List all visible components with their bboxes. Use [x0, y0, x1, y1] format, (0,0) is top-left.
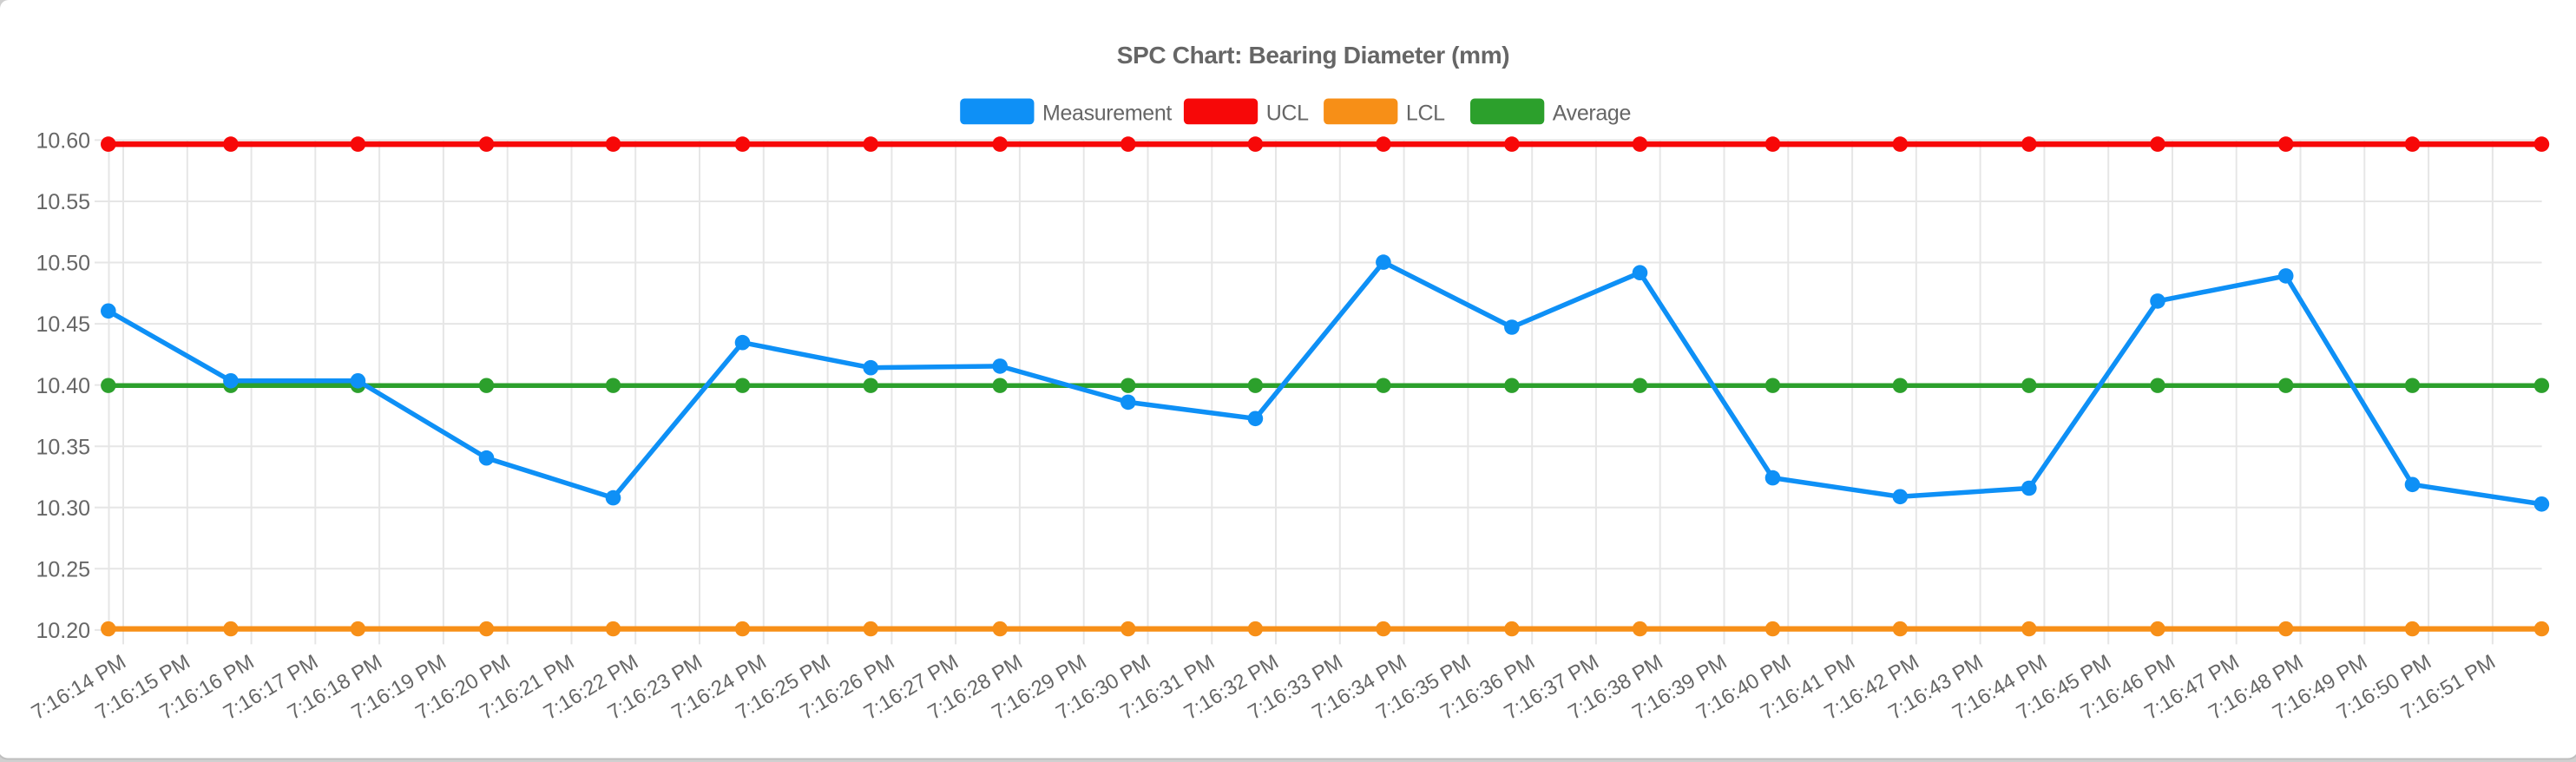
- svg-text:Average: Average: [1553, 101, 1631, 125]
- svg-text:10.20: 10.20: [36, 619, 90, 643]
- svg-text:10.55: 10.55: [36, 190, 90, 214]
- svg-text:10.60: 10.60: [36, 129, 90, 154]
- svg-text:10.25: 10.25: [36, 557, 90, 581]
- svg-text:10.30: 10.30: [36, 496, 90, 521]
- svg-text:10.50: 10.50: [36, 252, 90, 276]
- svg-text:10.35: 10.35: [36, 435, 90, 459]
- svg-text:SPC Chart: Bearing Diameter (m: SPC Chart: Bearing Diameter (mm): [1117, 42, 1509, 69]
- svg-text:10.45: 10.45: [36, 312, 90, 337]
- svg-text:Measurement: Measurement: [1042, 101, 1172, 125]
- svg-text:10.40: 10.40: [36, 374, 90, 398]
- svg-text:LCL: LCL: [1406, 101, 1445, 125]
- svg-text:UCL: UCL: [1266, 101, 1309, 125]
